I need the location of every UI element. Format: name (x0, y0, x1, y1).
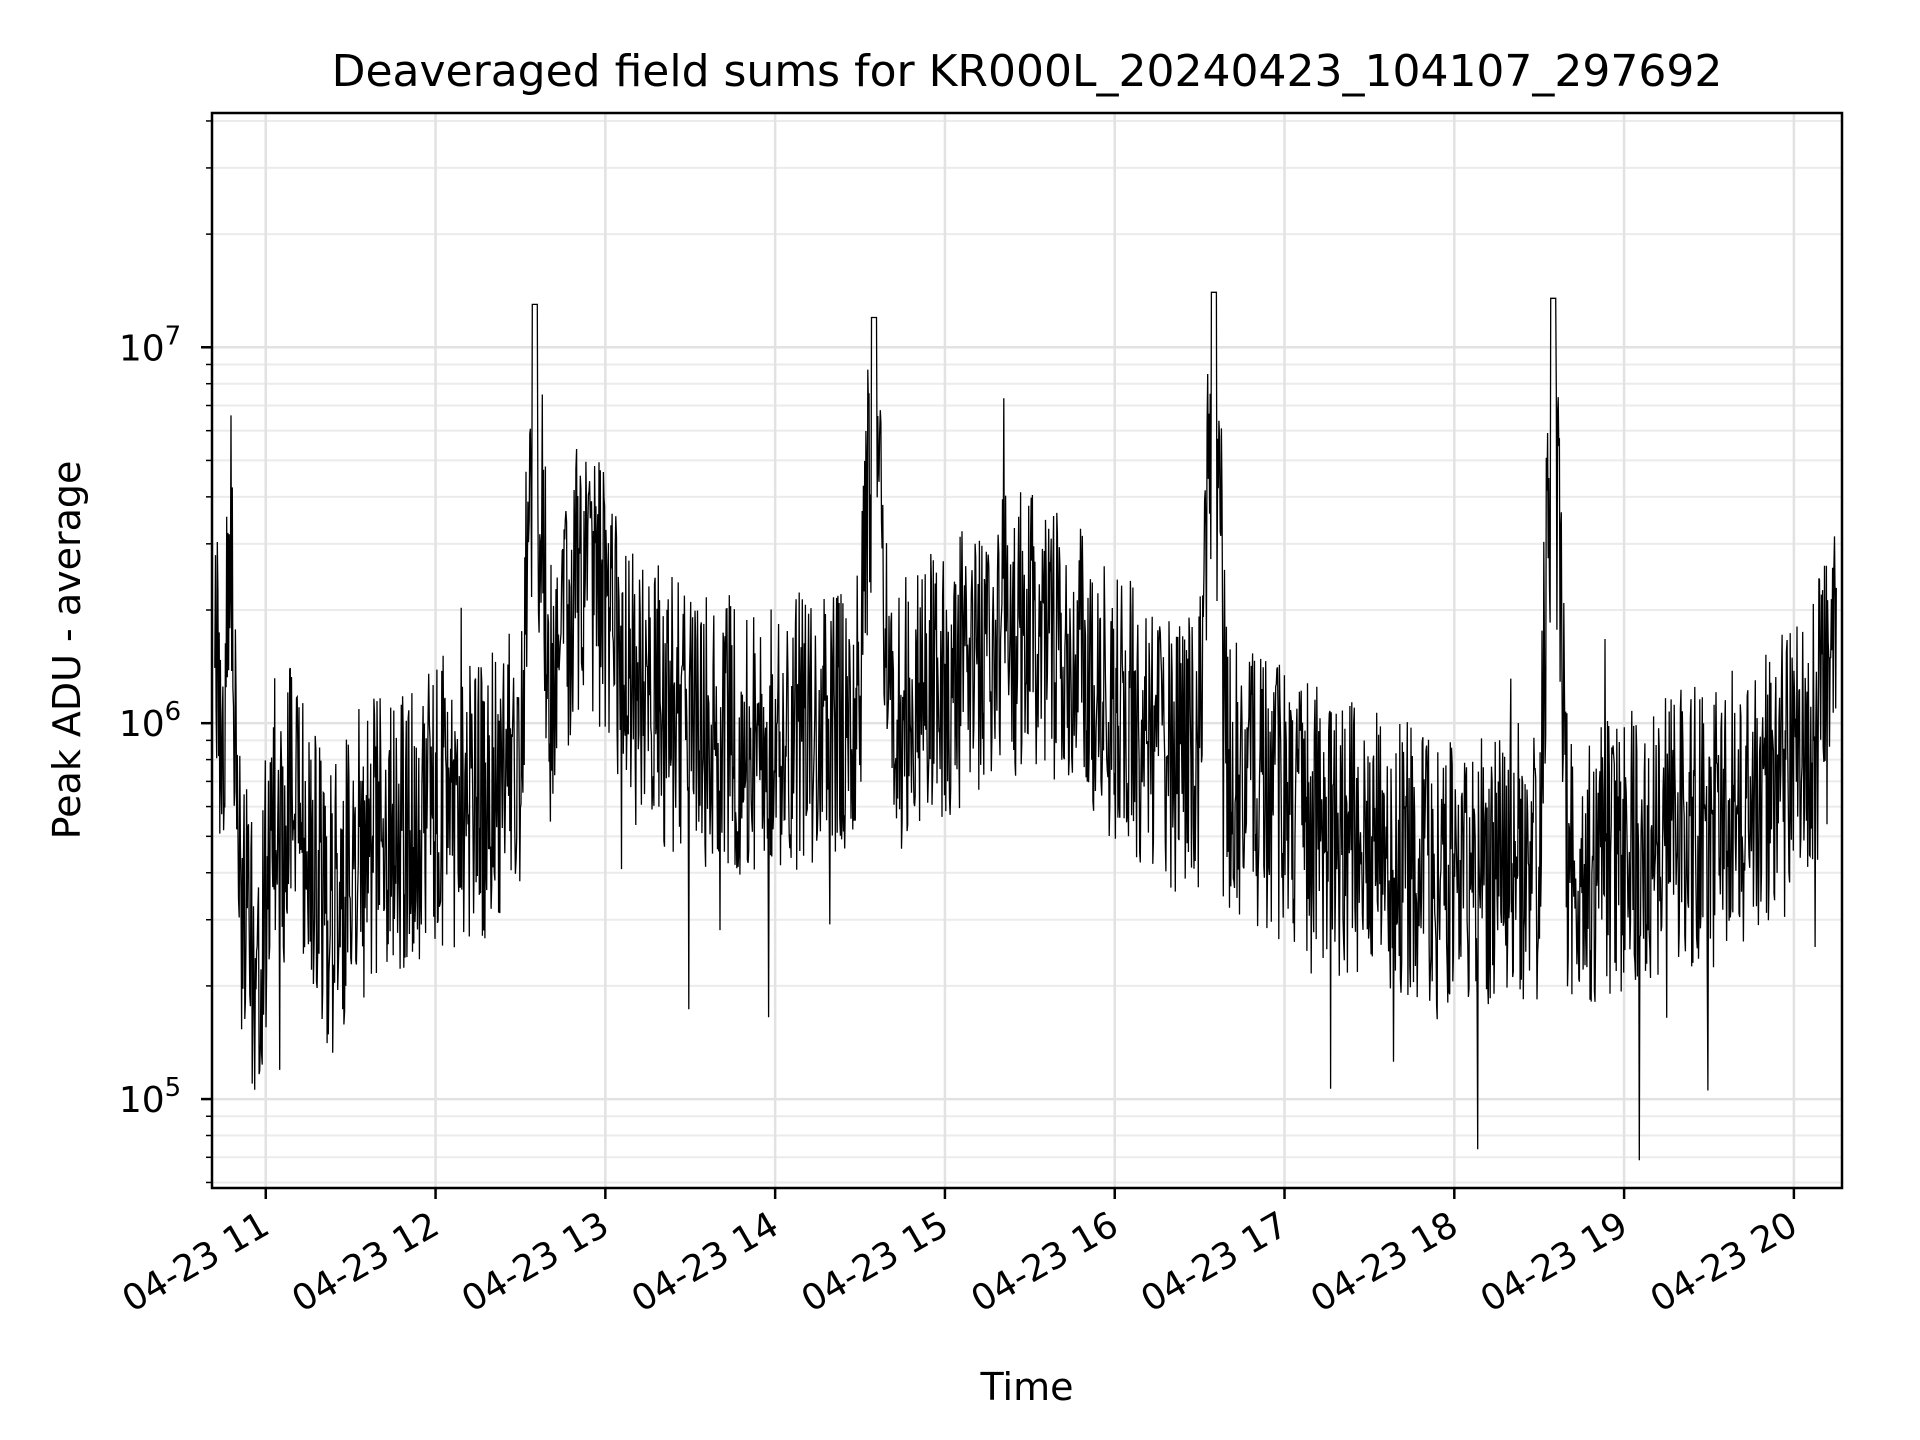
series-line (214, 291, 1837, 1161)
series (214, 291, 1837, 1161)
plot-frame (210, 111, 1844, 1190)
y-tick-label: 106 (119, 697, 181, 745)
y-axis-label: Peak ADU - average (45, 461, 89, 840)
y-tick-label: 107 (119, 321, 181, 369)
chart-title: Deaveraged field sums for KR000L_2024042… (332, 46, 1723, 97)
x-axis-label: Time (980, 1365, 1074, 1409)
y-tick-label: 105 (119, 1073, 181, 1121)
